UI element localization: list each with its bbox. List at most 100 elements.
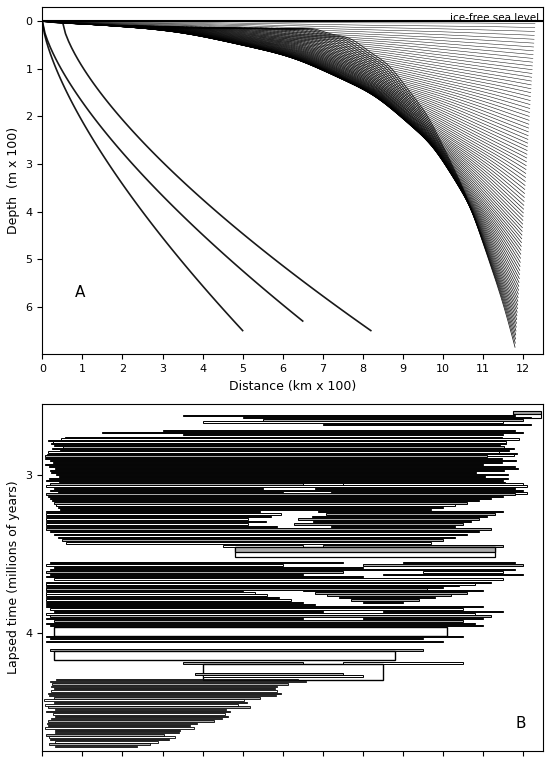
Y-axis label: Lapsed time (millions of years): Lapsed time (millions of years) bbox=[7, 481, 20, 674]
Bar bbox=[58, 492, 283, 494]
Bar bbox=[202, 421, 503, 423]
Bar bbox=[48, 720, 213, 722]
Bar bbox=[363, 564, 523, 565]
Bar bbox=[55, 709, 227, 710]
Bar bbox=[339, 597, 435, 598]
Bar bbox=[343, 483, 523, 485]
Bar bbox=[50, 736, 175, 738]
Bar bbox=[46, 528, 491, 530]
Bar bbox=[223, 546, 303, 547]
Bar bbox=[45, 704, 239, 706]
Bar bbox=[47, 723, 196, 724]
Bar bbox=[54, 652, 395, 660]
Bar bbox=[52, 472, 476, 473]
Bar bbox=[318, 510, 503, 512]
Bar bbox=[54, 534, 467, 535]
Bar bbox=[363, 618, 483, 620]
Bar bbox=[51, 562, 343, 563]
Bar bbox=[51, 625, 483, 626]
Bar bbox=[54, 627, 447, 636]
Bar bbox=[48, 693, 280, 694]
Bar bbox=[46, 513, 280, 515]
Bar bbox=[59, 475, 486, 477]
Bar bbox=[48, 439, 498, 441]
Bar bbox=[63, 446, 504, 448]
Bar bbox=[50, 695, 276, 697]
Bar bbox=[423, 571, 503, 573]
Bar bbox=[363, 601, 403, 603]
Bar bbox=[45, 464, 483, 465]
Bar bbox=[326, 513, 495, 515]
Bar bbox=[60, 449, 509, 451]
X-axis label: Distance (km x 100): Distance (km x 100) bbox=[229, 380, 356, 393]
Bar bbox=[60, 509, 431, 510]
Bar bbox=[52, 448, 514, 449]
Bar bbox=[48, 725, 190, 726]
Bar bbox=[315, 488, 515, 489]
Bar bbox=[235, 548, 495, 557]
Bar bbox=[54, 445, 500, 446]
Bar bbox=[235, 548, 495, 552]
Bar bbox=[46, 494, 515, 495]
Text: ice-free sea level: ice-free sea level bbox=[450, 13, 539, 23]
Bar bbox=[383, 610, 503, 612]
Bar bbox=[46, 576, 363, 578]
Bar bbox=[54, 729, 180, 731]
Bar bbox=[54, 468, 518, 469]
Bar bbox=[323, 423, 531, 425]
Bar bbox=[62, 539, 443, 541]
Bar bbox=[331, 526, 455, 527]
Bar bbox=[45, 727, 194, 729]
Bar bbox=[59, 481, 505, 483]
Bar bbox=[263, 419, 523, 420]
Bar bbox=[46, 480, 503, 481]
Bar bbox=[183, 434, 503, 436]
Bar bbox=[51, 569, 515, 570]
Bar bbox=[46, 604, 315, 605]
Bar bbox=[46, 734, 164, 736]
Bar bbox=[54, 702, 248, 703]
Bar bbox=[46, 456, 487, 457]
Bar bbox=[327, 594, 451, 596]
Bar bbox=[46, 582, 491, 583]
Bar bbox=[302, 590, 483, 591]
Bar bbox=[46, 485, 527, 487]
Bar bbox=[51, 638, 423, 639]
Bar bbox=[47, 455, 514, 456]
Bar bbox=[46, 523, 249, 525]
Bar bbox=[54, 610, 323, 612]
Bar bbox=[46, 588, 427, 590]
Bar bbox=[298, 518, 479, 520]
Bar bbox=[54, 502, 467, 504]
Bar bbox=[46, 606, 483, 607]
Bar bbox=[202, 665, 383, 680]
Bar bbox=[51, 490, 523, 491]
Bar bbox=[46, 587, 443, 588]
Bar bbox=[51, 531, 479, 533]
Bar bbox=[48, 496, 503, 497]
Bar bbox=[46, 641, 443, 642]
Bar bbox=[313, 521, 471, 523]
Bar bbox=[52, 500, 479, 501]
Bar bbox=[312, 516, 487, 517]
Bar bbox=[351, 599, 419, 600]
Bar bbox=[46, 592, 255, 594]
Bar bbox=[513, 410, 541, 414]
Bar bbox=[49, 743, 151, 745]
Bar bbox=[46, 618, 302, 620]
Bar bbox=[51, 574, 303, 575]
Bar bbox=[183, 415, 515, 417]
Bar bbox=[56, 474, 508, 475]
Bar bbox=[46, 597, 279, 598]
Bar bbox=[45, 700, 244, 701]
Bar bbox=[54, 688, 275, 689]
Bar bbox=[46, 585, 459, 587]
Bar bbox=[102, 432, 523, 433]
Bar bbox=[46, 564, 283, 565]
Bar bbox=[54, 578, 503, 580]
Bar bbox=[67, 542, 431, 544]
Bar bbox=[46, 510, 260, 512]
Bar bbox=[50, 681, 306, 682]
Bar bbox=[58, 507, 443, 508]
Bar bbox=[46, 636, 463, 637]
